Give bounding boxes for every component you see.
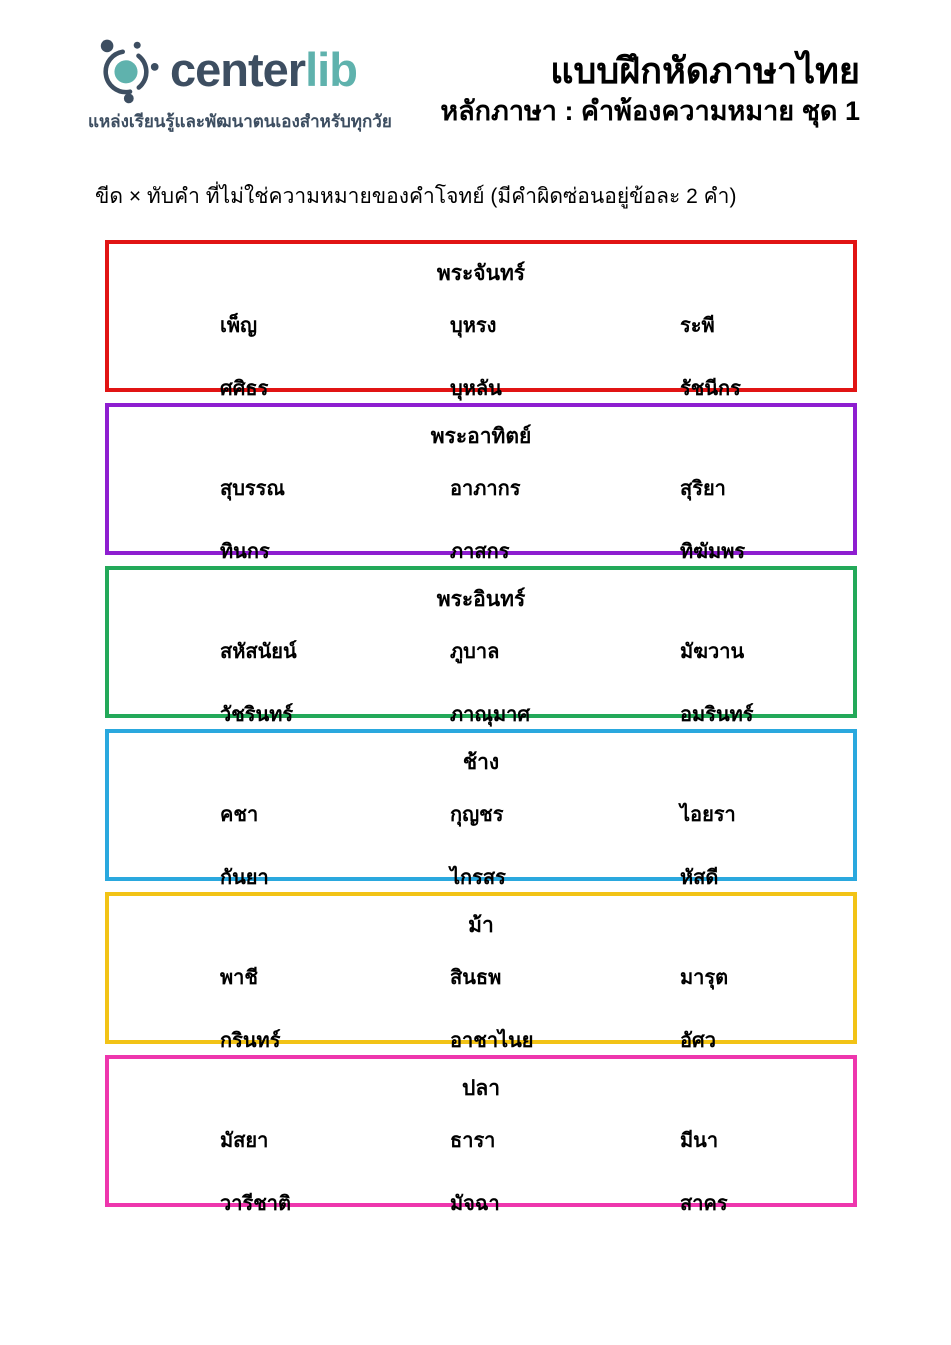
word-row: พาชี สินธพ มารุต bbox=[109, 961, 853, 993]
word: ภาสกร bbox=[450, 541, 510, 563]
word: ภูบาล bbox=[450, 641, 500, 663]
word: รัชนีกร bbox=[680, 378, 741, 400]
logo-tagline: แหล่งเรียนรู้และพัฒนาตนเองสำหรับทุกวัย bbox=[88, 112, 392, 131]
centerlib-logo-icon bbox=[100, 39, 159, 104]
word: สหัสนัยน์ bbox=[220, 641, 297, 663]
word: สินธพ bbox=[450, 967, 502, 989]
box-title: ช้าง bbox=[462, 751, 500, 774]
box-title: พระอาทิตย์ bbox=[430, 425, 532, 448]
logo-text-center: center bbox=[170, 42, 306, 96]
word-row: เพ็ญ บุหรง ระพี bbox=[109, 309, 853, 341]
word-box-fish: ปลา มัสยา ธารา มีนา วารีชาติ มัจฉา สาคร bbox=[105, 1055, 857, 1215]
word-row: กันยา ไกรสร หัสดี bbox=[109, 861, 853, 893]
word-row: วารีชาติ มัจฉา สาคร bbox=[109, 1187, 853, 1219]
word: วารีชาติ bbox=[220, 1193, 291, 1215]
word: เพ็ญ bbox=[220, 315, 258, 337]
word: อมรินทร์ bbox=[680, 704, 754, 726]
word: ศศิธร bbox=[220, 378, 269, 400]
box-title: พระอินทร์ bbox=[436, 588, 526, 611]
box-title: ปลา bbox=[462, 1077, 500, 1100]
word-row: ทินกร ภาสกร ทิฆัมพร bbox=[109, 535, 853, 567]
word-box-horse: ม้า พาชี สินธพ มารุต กรินทร์ อาชาไนย อัศ… bbox=[105, 892, 857, 1052]
word: พาชี bbox=[220, 967, 258, 989]
word: มัจฉา bbox=[450, 1193, 500, 1215]
word-box-elephant: ช้าง คชา กุญชร ไอยรา กันยา ไกรสร หัสดี bbox=[105, 729, 857, 889]
box-title: ม้า bbox=[468, 914, 494, 937]
word: ไอยรา bbox=[680, 804, 736, 826]
word: กุญชร bbox=[450, 804, 504, 826]
word-row: มัสยา ธารา มีนา bbox=[109, 1124, 853, 1156]
logo-text-lib: lib bbox=[305, 42, 358, 96]
word: ทินกร bbox=[220, 541, 270, 563]
word: มารุต bbox=[680, 967, 729, 989]
word-row: สุบรรณ อาภากร สุริยา bbox=[109, 472, 853, 504]
word-row: วัชรินทร์ ภาณุมาศ อมรินทร์ bbox=[109, 698, 853, 730]
word: บุหรง bbox=[450, 315, 497, 337]
word: คชา bbox=[220, 804, 259, 826]
header-titles: แบบฝึกหัดภาษาไทย หลักภาษา : คำพ้องความหม… bbox=[440, 48, 860, 129]
centerlib-logo: centerlib แหล่งเรียนรู้และพัฒนาตนเองสำหร… bbox=[88, 34, 392, 135]
page-subtitle: หลักภาษา : คำพ้องความหมาย ชุด 1 bbox=[440, 96, 860, 126]
word: ทิฆัมพร bbox=[680, 541, 746, 563]
page-title: แบบฝึกหัดภาษาไทย bbox=[550, 50, 860, 91]
word-row: กรินทร์ อาชาไนย อัศว bbox=[109, 1024, 853, 1056]
logo-wordmark: centerlib bbox=[170, 42, 358, 96]
word: มีนา bbox=[680, 1130, 719, 1152]
word-box-list: พระจันทร์ เพ็ญ บุหรง ระพี ศศิธร บุหลัน ร… bbox=[105, 240, 857, 1218]
word: หัสดี bbox=[680, 867, 719, 889]
word: กันยา bbox=[220, 867, 269, 889]
word: วัชรินทร์ bbox=[220, 704, 294, 726]
word: บุหลัน bbox=[450, 378, 502, 400]
instruction-text: ขีด × ทับคำ ที่ไม่ใช่ความหมายของคำโจทย์ … bbox=[95, 185, 737, 208]
word: มัฆวาน bbox=[680, 641, 745, 663]
word: มัสยา bbox=[220, 1130, 269, 1152]
word-box-moon: พระจันทร์ เพ็ญ บุหรง ระพี ศศิธร บุหลัน ร… bbox=[105, 240, 857, 400]
word: ระพี bbox=[680, 315, 715, 337]
box-title: พระจันทร์ bbox=[436, 262, 526, 285]
word: ไกรสร bbox=[450, 867, 506, 889]
word: กรินทร์ bbox=[220, 1030, 281, 1052]
word: สุบรรณ bbox=[220, 478, 285, 500]
word-box-indra: พระอินทร์ สหัสนัยน์ ภูบาล มัฆวาน วัชรินท… bbox=[105, 566, 857, 726]
word: อาชาไนย bbox=[450, 1030, 534, 1052]
word-row: สหัสนัยน์ ภูบาล มัฆวาน bbox=[109, 635, 853, 667]
word-row: คชา กุญชร ไอยรา bbox=[109, 798, 853, 830]
word: ธารา bbox=[450, 1130, 496, 1152]
word: ภาณุมาศ bbox=[450, 704, 531, 726]
word: สาคร bbox=[680, 1193, 728, 1215]
word-box-sun: พระอาทิตย์ สุบรรณ อาภากร สุริยา ทินกร ภา… bbox=[105, 403, 857, 563]
word-row: ศศิธร บุหลัน รัชนีกร bbox=[109, 372, 853, 404]
word: อาภากร bbox=[450, 478, 521, 500]
word: สุริยา bbox=[680, 478, 726, 500]
word: อัศว bbox=[680, 1030, 716, 1052]
